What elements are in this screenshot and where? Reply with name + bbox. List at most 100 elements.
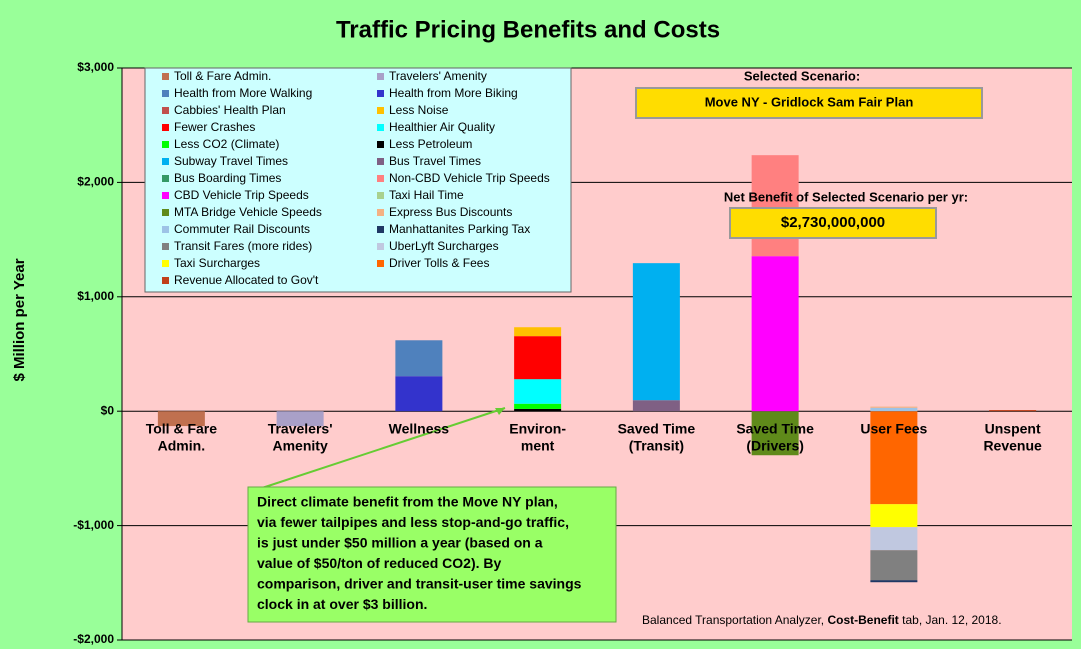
bar-segment [157, 411, 205, 427]
legend-label: Revenue Allocated to Gov't [174, 273, 319, 287]
bar-segment [395, 340, 443, 377]
legend-swatch [162, 243, 169, 250]
bar-segment [514, 336, 562, 380]
legend-swatch [162, 209, 169, 216]
legend-label: Transit Fares (more rides) [174, 239, 312, 253]
bar-segment [395, 376, 443, 412]
bar-segment [989, 410, 1037, 412]
annotation-arrowhead [495, 408, 505, 415]
chart-title: Traffic Pricing Benefits and Costs [336, 16, 720, 43]
bar-segment [276, 411, 324, 427]
x-tick-label: User Fees [860, 421, 927, 437]
legend-swatch [377, 175, 384, 182]
bar-segment [632, 263, 680, 401]
annotation-line: comparison, driver and transit-user time… [257, 576, 582, 592]
x-tick-label: Travelers' [268, 421, 333, 437]
x-tick-label: Toll & Fare [146, 421, 218, 437]
bar-segment [870, 550, 918, 581]
legend-label: Less Noise [389, 103, 449, 117]
legend-label: Express Bus Discounts [389, 205, 512, 219]
legend-swatch [162, 73, 169, 80]
x-tick-label: Saved Time [618, 421, 696, 437]
source-part: tab, Jan. 12, 2018. [899, 613, 1002, 627]
legend: Toll & Fare Admin. Travelers' Amenity Heal… [162, 69, 550, 287]
legend-label: Travelers' Amenity [389, 69, 487, 83]
net-benefit-label: Net Benefit of Selected Scenario per yr: [724, 189, 968, 204]
legend-swatch [162, 277, 169, 284]
x-tick-label: Unspent [985, 421, 1041, 437]
legend-label: Commuter Rail Discounts [174, 222, 310, 236]
legend-label: Less CO2 (Climate) [174, 137, 279, 151]
annotation-line: Direct climate benefit from the Move NY … [257, 494, 558, 510]
annotation-line: clock in at over $3 billion. [257, 596, 427, 612]
legend-swatch [162, 141, 169, 148]
source-part: Balanced Transportation Analyzer, [642, 613, 827, 627]
legend-label: UberLyft Surcharges [389, 239, 499, 253]
source-note: Balanced Transportation Analyzer, Cost-B… [642, 613, 1002, 627]
y-tick-label: $1,000 [77, 289, 114, 303]
legend-swatch [377, 192, 384, 199]
legend-box [144, 67, 572, 293]
net-benefit-value: $2,730,000,000 [781, 214, 885, 231]
legend-label: Manhattanites Parking Tax [389, 222, 530, 236]
bar-segment [870, 406, 918, 408]
legend-swatch [162, 260, 169, 267]
x-tick-label: (Transit) [629, 438, 684, 454]
x-tick-label: Revenue [983, 438, 1042, 454]
legend-swatch [162, 192, 169, 199]
source-part: Cost-Benefit [827, 613, 898, 627]
legend-swatch [377, 90, 384, 97]
legend-label: Taxi Surcharges [174, 256, 260, 270]
legend-swatch [162, 124, 169, 131]
legend-swatch [377, 107, 384, 114]
legend-swatch [377, 141, 384, 148]
legend-label: Taxi Hail Time [389, 188, 464, 202]
x-tick-label: Environ- [509, 421, 566, 437]
x-tick-label: Amenity [273, 438, 328, 454]
annotation-line: value of $50/ton of reduced CO2). By [257, 555, 501, 571]
legend-label: Less Petroleum [389, 137, 472, 151]
legend-swatch [162, 226, 169, 233]
x-tick-label: Wellness [389, 421, 450, 437]
annotation: Direct climate benefit from the Move NY … [257, 494, 582, 613]
legend-label: Cabbies' Health Plan [174, 103, 286, 117]
scenario-name: Move NY - Gridlock Sam Fair Plan [705, 94, 914, 109]
legend-swatch [377, 226, 384, 233]
x-tick-label: ment [521, 438, 555, 454]
bar-segment [870, 527, 918, 551]
legend-swatch [377, 158, 384, 165]
legend-label: Health from More Walking [174, 86, 312, 100]
scenario-button[interactable] [635, 87, 983, 119]
bar-segment [632, 400, 680, 412]
bar-segment [870, 411, 918, 505]
bar-segment [751, 411, 799, 456]
bar-segment [514, 408, 562, 412]
x-tick-label: Saved Time [736, 421, 814, 437]
y-tick-label: $3,000 [77, 60, 114, 74]
bars [157, 155, 1037, 583]
legend-swatch [162, 175, 169, 182]
x-tick-label: Admin. [158, 438, 205, 454]
bar-segment [751, 256, 799, 412]
y-tick-label: $0 [101, 403, 115, 417]
y-tick-label: -$2,000 [73, 632, 114, 646]
x-tick-label: (Drivers) [746, 438, 804, 454]
legend-label: Health from More Biking [389, 86, 518, 100]
annotation-box [247, 486, 617, 623]
legend-label: Subway Travel Times [174, 154, 288, 168]
legend-swatch [162, 158, 169, 165]
y-tick-label: $2,000 [77, 175, 114, 189]
legend-swatch [377, 209, 384, 216]
scenario-label: Selected Scenario: [744, 68, 860, 83]
legend-label: Toll & Fare Admin. [174, 69, 271, 83]
y-axis-label: $ Million per Year [11, 258, 28, 381]
net-benefit-box [729, 207, 937, 239]
legend-swatch [377, 260, 384, 267]
annotation-arrow [261, 407, 506, 489]
legend-swatch [377, 124, 384, 131]
legend-label: Driver Tolls & Fees [389, 256, 489, 270]
legend-label: Bus Travel Times [389, 154, 481, 168]
legend-label: Non-CBD Vehicle Trip Speeds [389, 171, 550, 185]
